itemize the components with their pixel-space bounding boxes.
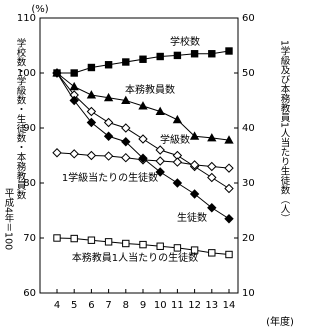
y-tick-label: 80	[23, 178, 36, 189]
marker	[155, 167, 165, 177]
marker	[86, 90, 97, 99]
marker	[189, 131, 200, 140]
marker	[53, 234, 61, 242]
marker	[156, 52, 164, 61]
marker	[224, 214, 234, 224]
marker	[122, 58, 130, 66]
y-tick-label: 90	[23, 123, 36, 134]
marker	[138, 134, 148, 144]
y2-tick-label: 10	[242, 288, 255, 299]
marker	[189, 160, 200, 170]
marker	[224, 135, 234, 144]
marker	[155, 156, 165, 166]
marker	[155, 145, 165, 155]
marker	[208, 50, 216, 58]
x-tick-label: 8	[123, 300, 129, 311]
marker	[69, 149, 79, 159]
marker	[225, 250, 233, 259]
marker	[103, 131, 114, 141]
plot-frame	[39, 17, 239, 294]
marker	[69, 81, 79, 91]
y-tick-label: 60	[23, 288, 36, 299]
x-tick-label: 5	[71, 300, 77, 311]
marker	[189, 189, 200, 199]
y-tick-label: 110	[17, 13, 36, 24]
marker	[208, 249, 216, 257]
chart: (%) (年度) 学校数・学級数・生徒数・本務教員数 平成4年＝100 1学級及…	[3, 4, 294, 328]
x-tick-label: 4	[54, 300, 60, 311]
x-tick-label: 11	[171, 300, 184, 311]
marker	[225, 47, 233, 55]
x-unit: (年度)	[266, 315, 294, 328]
marker	[207, 161, 217, 172]
y-unit: (%)	[31, 4, 48, 15]
marker	[121, 137, 131, 147]
x-tick-label: 6	[88, 300, 94, 311]
marker	[156, 242, 164, 250]
y2-tick-label: 40	[242, 123, 255, 134]
series-label: 1学級当たりの生徒数	[62, 171, 158, 184]
y-tick-label: 70	[23, 233, 36, 244]
marker	[69, 95, 79, 106]
marker	[52, 68, 62, 78]
marker	[121, 152, 131, 163]
marker	[139, 240, 147, 249]
marker	[52, 148, 62, 158]
marker	[70, 69, 78, 77]
series-label: 学級数	[160, 133, 190, 146]
marker	[86, 150, 97, 161]
marker	[138, 101, 148, 110]
x-tick-label: 7	[105, 300, 111, 311]
marker	[87, 63, 96, 72]
x-tick-label: 13	[205, 300, 218, 311]
series-label: 本務教員数	[125, 83, 175, 96]
y2-tick-label: 30	[242, 178, 255, 189]
marker	[86, 117, 97, 128]
series-label: 学校数	[170, 35, 200, 48]
marker	[190, 246, 199, 254]
marker	[155, 106, 165, 115]
marker	[172, 178, 183, 188]
series-label: 生徒数	[177, 211, 207, 224]
marker	[172, 114, 183, 124]
x-tick-label: 9	[140, 300, 146, 311]
y2-axis-label: 1学級及び本務教員1人当たり生徒数（人）	[279, 40, 291, 223]
marker	[70, 234, 78, 243]
x-tick-label: 10	[154, 300, 167, 311]
marker	[104, 238, 113, 246]
x-tick-label: 14	[223, 300, 236, 311]
y2-tick-label: 50	[242, 68, 255, 79]
y2-tick-label: 60	[242, 13, 255, 24]
marker	[224, 183, 234, 194]
marker	[103, 92, 114, 102]
y-axis-note: 平成4年＝100	[3, 188, 15, 250]
marker	[173, 51, 182, 60]
y2-tick-label: 20	[242, 233, 255, 244]
marker	[138, 153, 148, 163]
marker	[207, 172, 217, 183]
marker	[139, 55, 147, 63]
marker	[121, 123, 131, 133]
marker	[86, 106, 97, 117]
marker	[121, 95, 131, 104]
series-label: 本務教員1人当たりの生徒数	[72, 251, 198, 264]
x-tick-label: 12	[188, 300, 201, 311]
y-tick-label: 100	[17, 68, 36, 79]
marker	[103, 151, 114, 161]
marker	[104, 61, 113, 69]
marker	[224, 163, 234, 173]
marker	[207, 203, 217, 213]
marker	[172, 157, 183, 167]
marker	[103, 117, 114, 128]
marker	[190, 50, 199, 58]
marker	[207, 133, 217, 142]
marker	[87, 236, 96, 244]
marker	[173, 244, 182, 252]
y-axis-label: 学校数・学級数・生徒数・本務教員数	[15, 37, 27, 200]
marker	[122, 239, 130, 248]
